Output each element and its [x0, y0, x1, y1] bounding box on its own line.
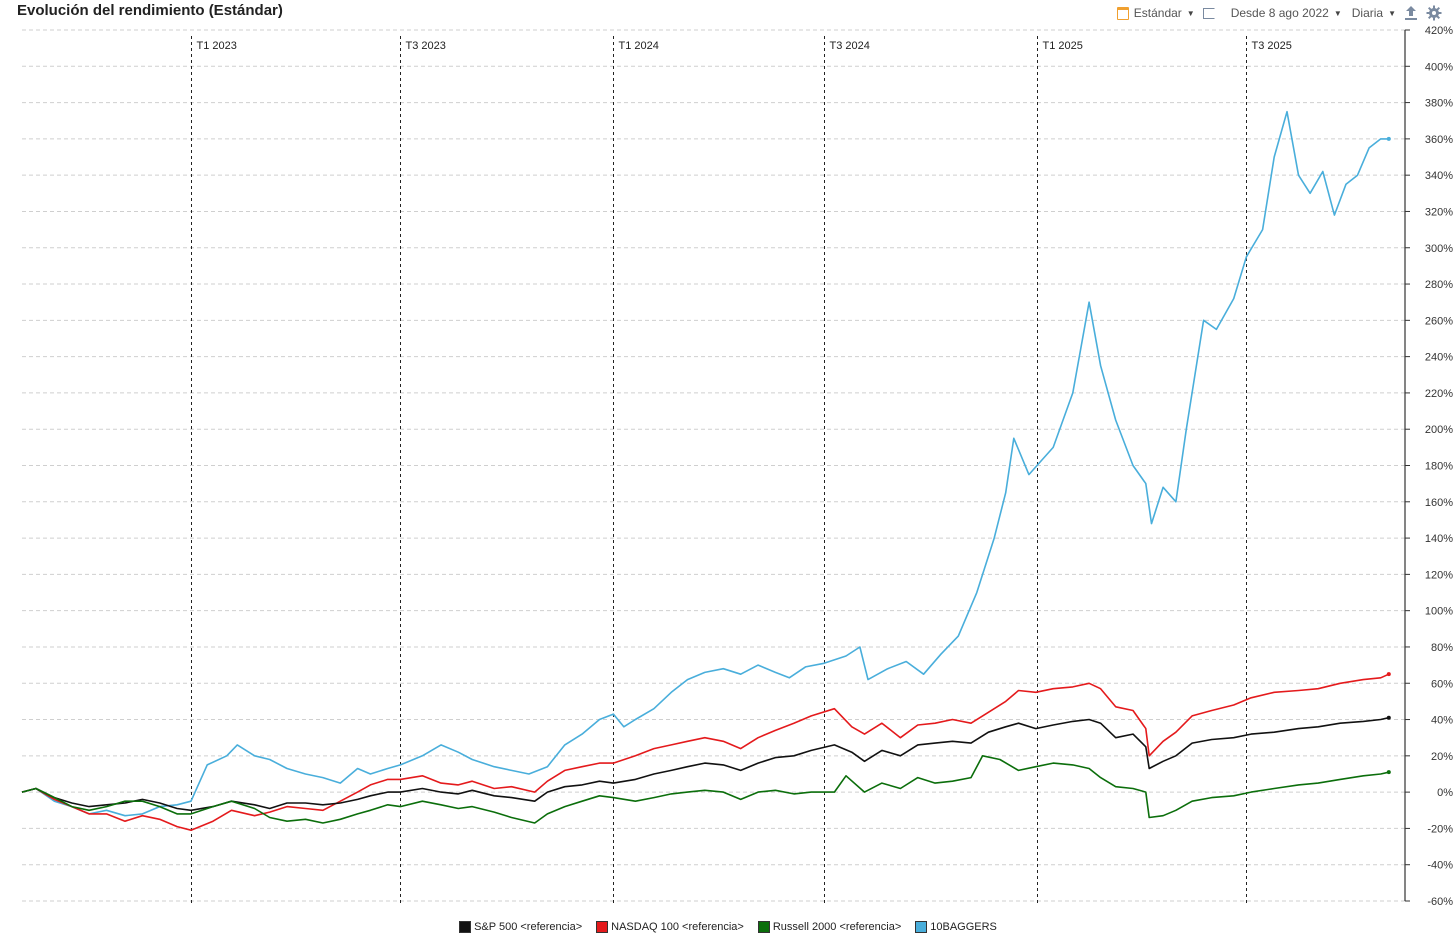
series-line-10baggers[interactable] — [21, 110, 1389, 817]
y-tick-label: 140% — [1425, 533, 1453, 545]
legend-item-nasdaq100[interactable]: NASDAQ 100 <referencia> — [596, 921, 744, 933]
chart-title: Evolución del rendimiento (Estándar) — [17, 2, 283, 19]
legend-item-10baggers[interactable]: 10BAGGERS — [915, 921, 997, 933]
quarter-marker-label: T3 2024 — [830, 40, 870, 52]
legend-swatch — [757, 921, 770, 933]
quarter-markers: T1 2023 T3 2023 T1 2024 T3 2024 T1 2025 T3 20… — [191, 36, 1292, 906]
y-tick-label: 260% — [1425, 315, 1453, 327]
y-tick-label: 380% — [1425, 98, 1453, 110]
y-tick-label: 420% — [1425, 25, 1453, 37]
y-tick-label: 80% — [1431, 642, 1453, 654]
y-tick-label: 20% — [1431, 751, 1453, 763]
quarter-marker-label: T3 2023 — [406, 40, 446, 52]
legend-item-russell2000[interactable]: Russell 2000 <referencia> — [757, 921, 902, 933]
y-tick-label: -60% — [1427, 896, 1453, 908]
legend-swatch — [596, 921, 609, 933]
quarter-marker-label: T1 2025 — [1043, 40, 1083, 52]
series-lines — [21, 110, 1391, 831]
mode-label: Estándar — [1133, 6, 1182, 20]
y-tick-label: 360% — [1425, 134, 1453, 146]
legend-label: S&P 500 <referencia> — [474, 921, 583, 933]
y-tick-label: 220% — [1425, 388, 1453, 400]
y-tick-label: 120% — [1425, 569, 1453, 581]
series-line-russell-2000[interactable] — [21, 755, 1389, 824]
legend-label: Russell 2000 <referencia> — [772, 921, 902, 933]
y-tick-label: 160% — [1425, 497, 1453, 509]
series-line-s-p-500[interactable] — [21, 716, 1389, 812]
chevron-down-icon: ▼ — [1186, 8, 1195, 18]
y-tick-label: -20% — [1427, 823, 1453, 835]
y-tick-label: -40% — [1427, 860, 1453, 872]
interval-label: Diaria — [1351, 6, 1384, 20]
quarter-marker-label: T3 2025 — [1252, 40, 1292, 52]
range-dropdown[interactable]: Desde 8 ago 2022 ▼ — [1231, 6, 1342, 20]
y-tick-label: 200% — [1425, 424, 1453, 436]
y-tick-label: 180% — [1425, 461, 1453, 473]
chevron-down-icon: ▼ — [1388, 8, 1396, 18]
series-end-point — [1386, 136, 1391, 141]
y-tick-label: 240% — [1425, 352, 1453, 364]
chart-legend: S&P 500 <referencia> NASDAQ 100 <referen… — [0, 921, 1456, 933]
reset-zoom-icon[interactable] — [1202, 7, 1215, 19]
series-end-point — [1386, 672, 1391, 677]
quarter-marker-label: T1 2023 — [197, 40, 237, 52]
interval-dropdown[interactable]: Diaria ▼ — [1352, 6, 1396, 20]
gridlines — [22, 29, 1405, 902]
gear-icon[interactable] — [1426, 5, 1442, 21]
legend-swatch — [459, 921, 472, 933]
y-tick-label: 100% — [1425, 606, 1453, 618]
y-tick-label: 300% — [1425, 243, 1453, 255]
series-end-point — [1386, 715, 1391, 720]
y-tick-label: 0% — [1437, 787, 1453, 799]
quarter-marker-label: T1 2024 — [619, 40, 659, 52]
chart-toolbar: Estándar ▼ Desde 8 ago 2022 ▼ Diaria ▼ — [1107, 3, 1442, 23]
y-tick-label: 340% — [1425, 170, 1453, 182]
y-tick-label: 40% — [1431, 715, 1453, 727]
legend-item-sp500[interactable]: S&P 500 <referencia> — [459, 921, 582, 933]
upload-icon[interactable] — [1404, 5, 1418, 21]
y-tick-label: 320% — [1425, 206, 1453, 218]
legend-swatch — [915, 921, 928, 933]
calendar-icon — [1116, 6, 1129, 20]
y-tick-label: 60% — [1431, 678, 1453, 690]
series-end-point — [1386, 770, 1391, 775]
y-axis: -60% -40% -20% 0% 20% 40% 60% 80% 100% 120% 140% 16… — [1404, 25, 1453, 908]
series-line-nasdaq-100[interactable] — [21, 673, 1390, 831]
y-tick-label: 400% — [1425, 61, 1453, 73]
legend-label: NASDAQ 100 <referencia> — [611, 921, 744, 933]
mode-dropdown[interactable]: Estándar ▼ — [1116, 6, 1195, 20]
y-tick-label: 280% — [1425, 279, 1453, 291]
legend-label: 10BAGGERS — [930, 921, 997, 933]
chevron-down-icon: ▼ — [1333, 8, 1342, 18]
range-label: Desde 8 ago 2022 — [1230, 6, 1329, 20]
